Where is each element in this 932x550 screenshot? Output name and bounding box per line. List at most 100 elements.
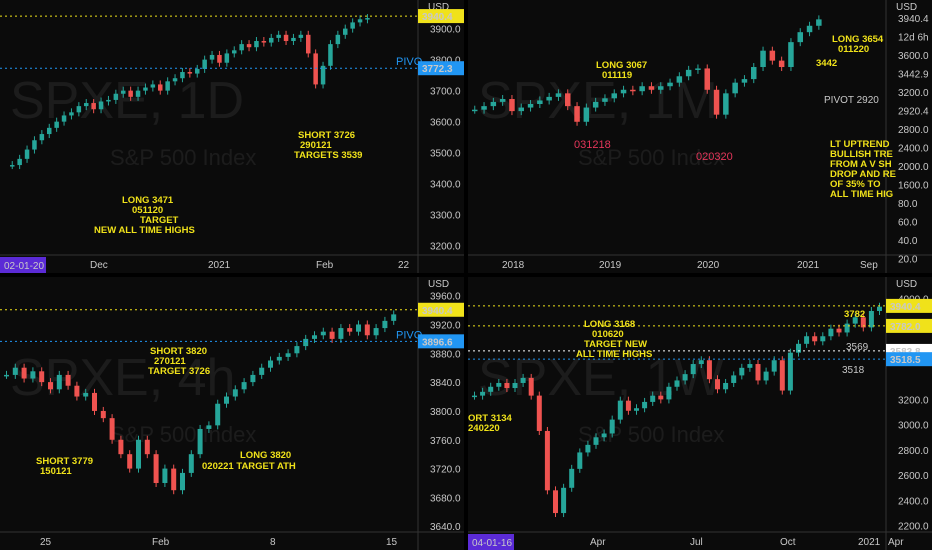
y-tick-label: 3800.0 [430,56,461,67]
candle [21,367,27,379]
candle [250,374,256,383]
candle [509,99,515,112]
candle [860,317,866,328]
candle [747,364,753,368]
price-tag: 3772.3 [422,64,453,75]
candle [490,101,497,107]
candle [639,86,645,92]
candle [303,338,309,347]
candle [553,490,558,514]
candle [630,89,636,92]
candle [650,395,656,402]
candle [868,310,874,328]
candle [739,367,745,376]
chart-panel-4h[interactable]: SPXE, 4h S&P 500 Index USD 3960.0 3920.0 3880… [0,277,464,550]
chart-panel-daily[interactable]: SPXE, 1D S&P 500 Index USD 3900.0 3800.0 3700… [0,0,464,273]
y-tick-label: 3600.0 [430,118,461,129]
candle [788,42,794,68]
candle [496,382,502,387]
annotation-label: DROP AND RE [830,169,896,180]
y-tick-label: 3500.0 [430,149,461,160]
candle [577,452,583,469]
candle [617,400,623,420]
annotation-label: 150121 [40,466,72,477]
chart-panel-weekly[interactable]: SPXE, 1WS&P 500 IndexUSD4000.03940.43782… [468,277,932,550]
candle [634,408,639,411]
candle [499,99,506,102]
candle [135,90,141,97]
candle [69,112,74,116]
candle [536,395,542,431]
candle [92,392,97,411]
annotation-label: LONG 3168 [584,319,635,330]
y-tick-label: 3300.0 [430,211,461,222]
y-tick-label: 80.0 [898,199,918,210]
candle [202,59,207,69]
annotation-label: 3782 [844,309,865,320]
candle [259,367,265,375]
y-tick-label: 3200.0 [430,242,461,253]
candle [816,19,822,26]
candle [338,328,344,339]
candle [171,468,177,491]
y-tick-label: 3200.0 [898,88,929,99]
annotation-label: 010620 [592,329,624,340]
price-tag-bg [886,318,932,333]
candle [285,353,291,357]
candle [294,346,300,354]
y-tick-label: 3000.0 [898,421,929,432]
candle [488,386,494,392]
annotation-label: 051120 [132,205,163,216]
y-axis-unit: USD [428,2,449,13]
candle [347,328,353,332]
candle [356,324,361,332]
y-tick-label: 3700.0 [430,87,461,98]
price-tag-bg [886,298,932,313]
x-tick-label: 2020 [697,260,720,271]
candle [209,54,215,60]
candle [153,454,159,483]
candle [585,444,591,453]
candle [232,50,237,54]
y-tick-label: 2920.4 [898,107,929,118]
annotation-label: 270121 [154,356,186,367]
candle [320,331,326,336]
candle [555,93,562,97]
candle [128,90,133,97]
candle [100,410,106,419]
date-badge-bg [0,257,46,273]
candle [180,472,185,491]
candle [658,395,664,400]
pivot-label: PIVO [396,56,423,68]
candle [625,400,631,411]
candle [239,44,244,51]
candle [162,468,168,483]
candle [812,336,818,342]
y-tick-label: 12d 6h [898,33,929,44]
annotation-label: LONG 3471 [122,195,174,206]
candle [544,430,550,491]
x-tick-label: 2021 [797,260,820,271]
annotation-label: 020320 [696,151,733,163]
candle [561,487,567,514]
candle [527,104,534,108]
candle [574,106,580,122]
candle [741,79,748,83]
annotation-label: 3518 [842,365,865,376]
candle [391,314,397,321]
annotation-label: LONG 3820 [240,450,291,461]
x-tick-label: 15 [386,537,398,548]
annotation-label: LONG 3654 [832,34,884,45]
annotation-label: ALL TIME HIG [830,189,893,200]
candle [504,382,510,389]
candle [472,395,477,398]
y-tick-label: 2400.0 [898,144,929,155]
candle [143,87,148,91]
symbol-watermark: SPXE, 4h [10,349,235,407]
chart-panel-monthly[interactable]: SPXE, 1M S&P 500 Index USD 3940.4 12d 6h 3600… [468,0,932,273]
candle [350,22,355,29]
candle [642,401,648,409]
candle [254,41,259,48]
annotation-label: TARGETS 3539 [294,150,362,161]
y-tick-label: 3720.0 [430,465,461,476]
